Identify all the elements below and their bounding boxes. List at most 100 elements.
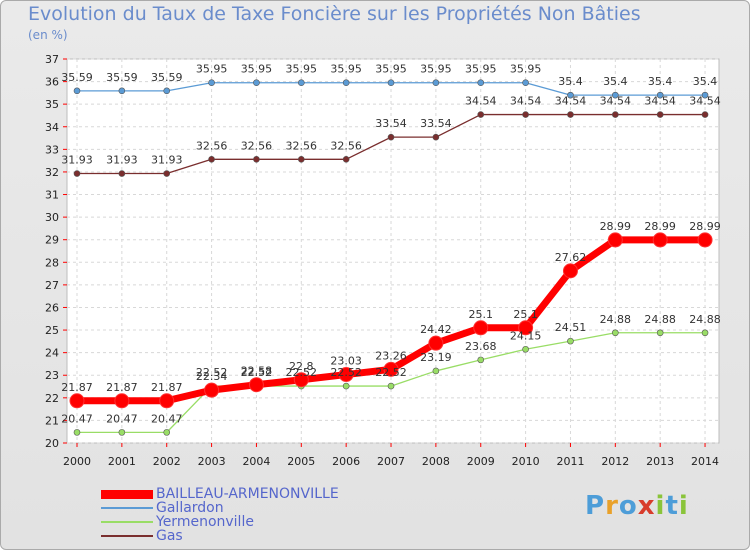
data-label: 35.95 [420,63,452,76]
data-label: 21.87 [151,381,183,394]
data-label: 34.54 [510,95,542,108]
data-label: 23.19 [420,351,452,364]
data-label: 22.58 [241,365,273,378]
y-tick-label: 34 [45,121,59,134]
x-tick-label: 2004 [242,455,270,468]
data-point [204,382,220,398]
data-point [208,79,215,87]
data-label: 35.95 [286,63,318,76]
data-point [477,79,485,87]
data-point [73,170,81,177]
data-label: 33.54 [420,117,452,130]
data-point [656,91,664,99]
data-label: 34.54 [689,95,721,108]
y-tick-label: 37 [45,53,59,66]
data-label: 28.99 [600,220,632,233]
data-label: 32.56 [196,139,228,152]
data-label: 28.99 [644,220,676,233]
data-label: 24.51 [555,321,587,334]
data-label: 34.54 [600,95,632,108]
data-point [518,320,534,336]
data-point [697,232,713,248]
data-point [73,429,81,436]
data-label: 27.62 [555,251,587,264]
logo-letter: x [637,491,656,521]
data-point [656,111,664,118]
y-tick-label: 35 [45,98,59,111]
legend-swatch [101,521,153,523]
data-label: 33.54 [375,117,407,130]
data-point [522,345,529,353]
x-tick-label: 2010 [512,455,540,468]
data-point [567,111,574,118]
data-point [114,393,130,409]
data-label: 21.87 [106,381,138,394]
data-label: 21.87 [61,381,93,394]
data-point [69,393,85,409]
data-point [652,232,668,248]
x-tick-label: 2000 [63,455,91,468]
data-label: 22.34 [196,370,228,383]
data-point [387,79,395,87]
legend-swatch [101,535,153,537]
data-point [567,337,574,345]
data-label: 32.56 [330,139,362,152]
data-point [342,155,350,163]
data-label: 35.59 [106,71,138,84]
logo-letter: t [665,491,679,521]
data-point [297,79,305,87]
logo-letter: i [655,491,666,521]
y-tick-label: 22 [45,392,59,405]
y-tick-label: 27 [45,279,59,292]
data-point [253,79,260,87]
data-point [432,133,440,141]
data-point [338,367,354,383]
data-label: 22.52 [375,366,407,379]
data-point [163,429,171,436]
data-point [383,361,399,377]
legend-label: Gas [156,528,183,544]
data-label: 28.99 [689,220,721,233]
data-label: 24.15 [510,329,542,342]
data-point [297,155,305,163]
y-tick-label: 21 [45,414,59,427]
data-label: 31.93 [61,154,93,167]
data-point [607,232,623,248]
data-label: 22.52 [330,366,362,379]
data-label: 35.95 [330,63,362,76]
x-tick-label: 2007 [377,455,405,468]
data-label: 34.54 [465,95,497,108]
data-label: 24.88 [689,313,721,326]
data-label: 35.95 [510,63,542,76]
data-point [477,111,485,118]
y-tick-label: 29 [45,234,59,247]
data-label: 35.95 [196,63,228,76]
unit-label: (en %) [28,28,68,42]
data-point [522,111,529,118]
y-tick-label: 33 [45,143,59,156]
y-tick-label: 36 [45,76,59,89]
data-point [73,87,81,95]
data-point [567,91,574,99]
data-point [118,429,126,436]
x-tick-label: 2012 [601,455,629,468]
data-label: 35.59 [61,71,93,84]
data-point [387,133,395,141]
data-label: 35.4 [603,75,628,88]
data-point [473,320,489,336]
data-label: 31.93 [151,154,183,167]
data-point [387,382,395,390]
data-point [159,393,175,409]
data-label: 25.1 [468,308,493,321]
data-label: 20.47 [106,412,138,425]
data-label: 35.4 [693,75,718,88]
data-point [163,87,171,95]
logo-letter: r [605,491,619,521]
data-point [342,79,350,87]
x-tick-label: 2003 [198,455,226,468]
legend-label: Gallardon [156,500,224,516]
data-label: 25.1 [513,308,538,321]
data-label: 22.52 [196,366,228,379]
data-point [612,91,619,99]
